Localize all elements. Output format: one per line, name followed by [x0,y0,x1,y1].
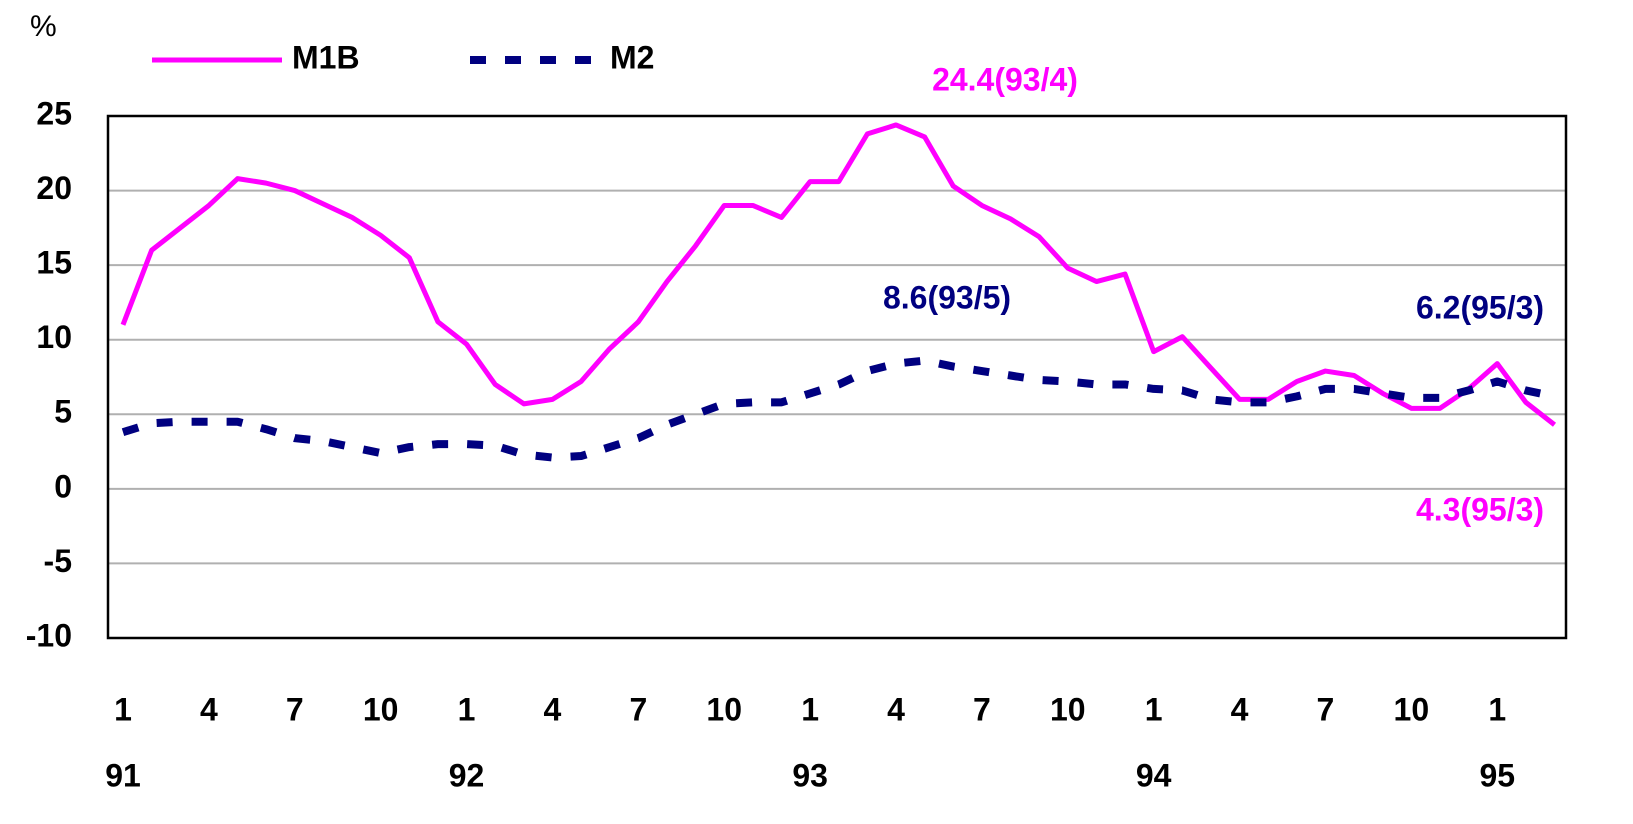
series-line [120,122,1557,427]
y-tick-label: 25 [36,95,72,131]
x-tick-label: 1 [801,691,819,727]
series-line [121,356,1556,462]
x-tick-label: 4 [544,691,562,727]
x-tick-label: 4 [887,691,905,727]
y-tick-label: 15 [36,245,72,281]
y-tick-label: -10 [26,617,72,653]
y-tick-label: 20 [36,170,72,206]
y-tick-label: 0 [54,468,72,504]
x-tick-label: 7 [1317,691,1335,727]
x-tick-label: 7 [286,691,304,727]
annotation: 6.2(95/3) [1416,289,1544,325]
x-tick-label: 1 [1488,691,1506,727]
x-tick-label: 10 [363,691,399,727]
x-tick-label: 7 [973,691,991,727]
x-group-label: 95 [1479,757,1515,793]
y-unit: % [30,10,57,43]
y-tick-label: 5 [54,394,72,430]
x-tick-label: 4 [1231,691,1249,727]
x-group-label: 91 [105,757,141,793]
x-tick-label: 4 [200,691,218,727]
annotation: 8.6(93/5) [883,279,1011,315]
x-tick-label: 1 [1145,691,1163,727]
x-group-label: 94 [1136,757,1172,793]
x-tick-label: 10 [706,691,742,727]
x-tick-label: 1 [458,691,476,727]
y-tick-label: -5 [44,543,72,579]
annotation: 24.4(93/4) [932,61,1078,97]
legend-label: M2 [610,39,654,75]
legend-label: M1B [292,39,360,75]
annotation: 4.3(95/3) [1416,491,1544,527]
x-tick-label: 1 [114,691,132,727]
x-group-label: 93 [792,757,828,793]
y-tick-label: 10 [36,319,72,355]
x-tick-label: 7 [629,691,647,727]
plot-frame [106,114,1568,640]
x-tick-label: 10 [1050,691,1086,727]
x-group-label: 92 [449,757,485,793]
x-tick-label: 10 [1394,691,1430,727]
